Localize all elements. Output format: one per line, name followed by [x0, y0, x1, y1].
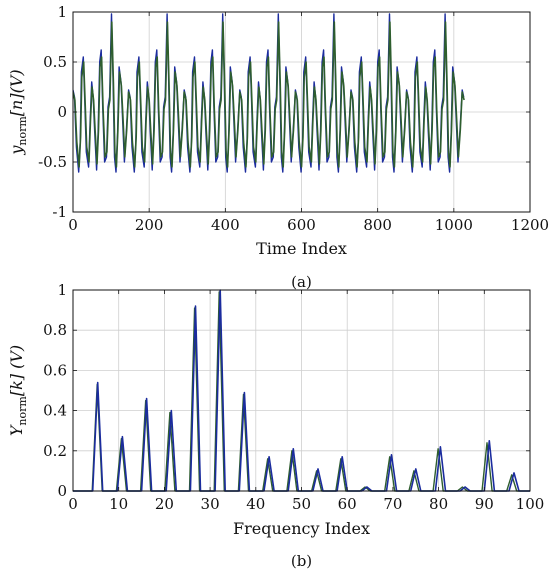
panel-b-grid	[72, 289, 531, 492]
y-tick-label: 0.8	[43, 321, 67, 339]
x-tick-label: 70	[383, 495, 402, 513]
x-tick-label: 10	[109, 495, 128, 513]
panel-b-y-axis-label: Ynorm[k] (V)	[7, 345, 29, 436]
x-tick-label: 800	[363, 216, 392, 234]
panel-a-caption: (a)	[291, 273, 312, 291]
panel-a-y-axis-label: ynorm[n](V)	[7, 69, 29, 155]
series-line-2	[73, 21, 465, 168]
panel-a-signal-lines	[73, 13, 465, 173]
x-tick-label: 30	[201, 495, 220, 513]
x-tick-label: 1200	[511, 216, 549, 234]
panel-a-y-axis-label-rest: [n](V)	[7, 69, 26, 116]
panel-b-ticks: 0 10 20 30 40 50 60 70 80 90 100 0 0.2 0.4 0.6 0.8 1	[43, 281, 544, 513]
panel-b-y-axis-label-main: Y	[7, 424, 26, 436]
x-tick-label: 50	[292, 495, 311, 513]
panel-a-time-domain-plot: 0 200 400 600 800 1000 1200 -1 -0.5 0 0.5 1 Time In…	[7, 3, 549, 291]
x-tick-label: 20	[155, 495, 174, 513]
y-tick-label: 0	[57, 482, 67, 500]
x-tick-label: 80	[429, 495, 448, 513]
x-tick-label: 0	[68, 216, 78, 234]
panel-a-y-axis-label-subscript: norm	[16, 116, 29, 146]
y-tick-label: 1	[57, 3, 67, 21]
panel-a-x-axis-label: Time Index	[256, 239, 347, 258]
panel-b-y-axis-label-rest: [k] (V)	[7, 345, 26, 396]
x-tick-label: 40	[246, 495, 265, 513]
x-tick-label: 90	[475, 495, 494, 513]
x-tick-label: 0	[68, 495, 78, 513]
x-tick-label: 600	[287, 216, 316, 234]
panel-a-ticks: 0 200 400 600 800 1000 1200 -1 -0.5 0 0.5 1	[38, 3, 549, 234]
panel-b-x-axis-label: Frequency Index	[233, 519, 370, 538]
y-tick-label: 0.2	[43, 442, 67, 460]
y-tick-label: -1	[52, 203, 67, 221]
y-tick-label: 0.6	[43, 361, 67, 379]
panel-b-y-axis-label-subscript: norm	[16, 396, 29, 426]
panel-b-frequency-domain-plot: 0 10 20 30 40 50 60 70 80 90 100 0 0.2 0.4 0.6 0.8 1 Fre…	[7, 281, 544, 570]
x-tick-label: 100	[516, 495, 545, 513]
x-tick-label: 400	[211, 216, 240, 234]
panel-b-caption: (b)	[291, 552, 312, 570]
y-tick-label: 0	[57, 103, 67, 121]
series-line-1	[73, 13, 465, 173]
y-tick-label: 1	[57, 281, 67, 299]
y-tick-label: 0.4	[43, 402, 67, 420]
x-tick-label: 200	[135, 216, 164, 234]
panel-a-y-axis-label-main: y	[7, 145, 26, 156]
x-tick-label: 60	[338, 495, 357, 513]
x-tick-label: 1000	[435, 216, 473, 234]
y-tick-label: -0.5	[38, 153, 67, 171]
y-tick-label: 0.5	[43, 53, 67, 71]
